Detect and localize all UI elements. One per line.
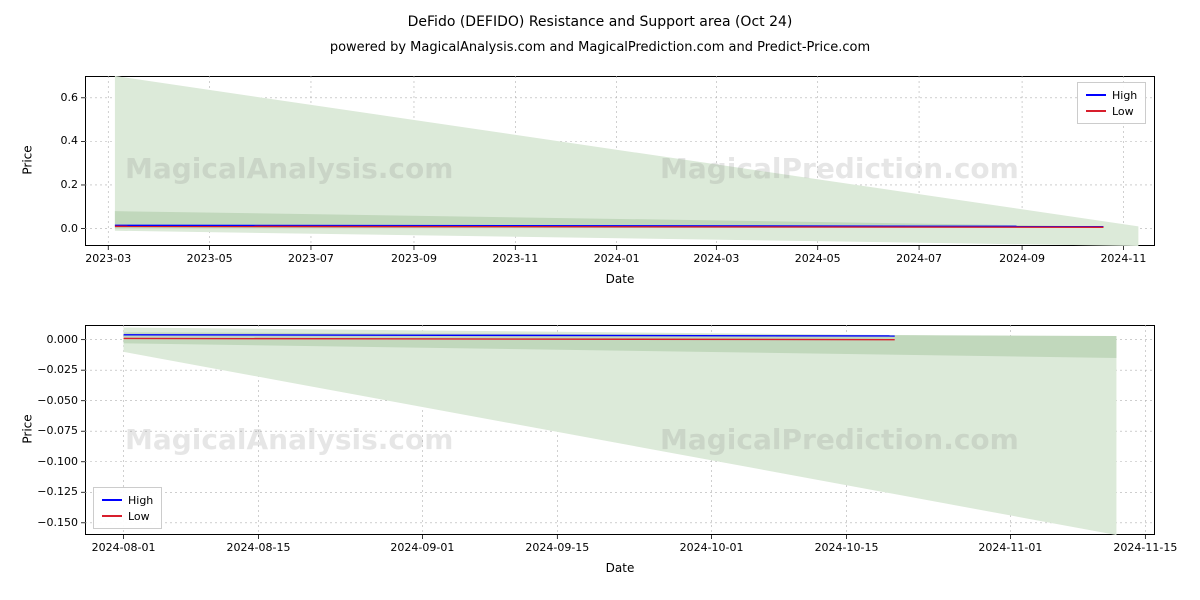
top-x-axis-label: Date	[85, 272, 1155, 286]
x-tick-label: 2024-08-15	[219, 541, 299, 554]
y-tick-label: −0.025	[30, 363, 78, 376]
legend-swatch-low	[1086, 110, 1106, 112]
legend-swatch-high	[102, 499, 122, 501]
x-tick-label: 2024-01	[577, 252, 657, 265]
x-tick-label: 2024-10-01	[672, 541, 752, 554]
top-chart-svg	[85, 76, 1155, 246]
legend-label-high: High	[128, 494, 153, 507]
x-tick-label: 2024-09-15	[517, 541, 597, 554]
y-tick-label: −0.075	[30, 424, 78, 437]
x-tick-label: 2023-05	[170, 252, 250, 265]
top-legend: High Low	[1077, 82, 1146, 124]
x-tick-label: 2024-07	[879, 252, 959, 265]
x-tick-label: 2024-09-01	[382, 541, 462, 554]
x-tick-label: 2024-10-15	[807, 541, 887, 554]
chart-subtitle: powered by MagicalAnalysis.com and Magic…	[0, 40, 1200, 55]
legend-item-low: Low	[102, 508, 153, 524]
y-tick-label: 0.6	[30, 91, 78, 104]
legend-swatch-high	[1086, 94, 1106, 96]
x-tick-label: 2024-08-01	[84, 541, 164, 554]
x-tick-label: 2023-11	[475, 252, 555, 265]
legend-label-low: Low	[1112, 105, 1134, 118]
top-y-axis-label: Price	[21, 145, 35, 174]
x-tick-label: 2023-09	[374, 252, 454, 265]
legend-label-high: High	[1112, 89, 1137, 102]
x-tick-label: 2024-11	[1083, 252, 1163, 265]
y-tick-label: 0.4	[30, 134, 78, 147]
bottom-chart-svg	[85, 325, 1155, 535]
x-tick-label: 2023-07	[271, 252, 351, 265]
y-tick-label: −0.050	[30, 394, 78, 407]
x-tick-label: 2024-03	[676, 252, 756, 265]
y-tick-label: −0.100	[30, 455, 78, 468]
bottom-legend: High Low	[93, 487, 162, 529]
legend-item-high: High	[102, 492, 153, 508]
x-tick-label: 2023-03	[68, 252, 148, 265]
y-tick-label: 0.0	[30, 222, 78, 235]
y-tick-label: −0.150	[30, 516, 78, 529]
x-tick-label: 2024-05	[778, 252, 858, 265]
chart-title: DeFido (DEFIDO) Resistance and Support a…	[0, 14, 1200, 30]
bottom-x-axis-label: Date	[85, 561, 1155, 575]
x-tick-label: 2024-11-01	[970, 541, 1050, 554]
y-tick-label: 0.2	[30, 178, 78, 191]
x-tick-label: 2024-11-15	[1105, 541, 1185, 554]
legend-swatch-low	[102, 515, 122, 517]
legend-label-low: Low	[128, 510, 150, 523]
y-tick-label: 0.000	[30, 333, 78, 346]
x-tick-label: 2024-09	[982, 252, 1062, 265]
y-tick-label: −0.125	[30, 485, 78, 498]
legend-item-high: High	[1086, 87, 1137, 103]
legend-item-low: Low	[1086, 103, 1137, 119]
